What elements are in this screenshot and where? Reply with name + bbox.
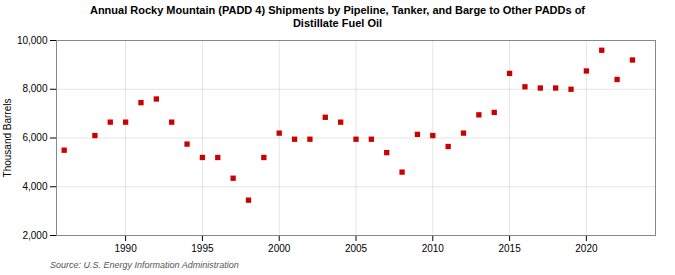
html-text:Source: U.S. Energy Informatio: Source: U.S. Energy Information Administ… <box>50 260 239 270</box>
svg-text:6,000: 6,000 <box>22 132 47 143</box>
svg-text:2015: 2015 <box>498 243 521 254</box>
svg-text:10,000: 10,000 <box>17 35 48 46</box>
svg-text:2,000: 2,000 <box>22 230 47 241</box>
svg-text:2000: 2000 <box>268 243 291 254</box>
svg-text:Thousand Barrels: Thousand Barrels <box>2 99 13 178</box>
svg-text:4,000: 4,000 <box>22 181 47 192</box>
html-text:Annual Rocky Mountain (PADD 4): Annual Rocky Mountain (PADD 4) Shipments… <box>90 4 585 29</box>
svg-text:2020: 2020 <box>575 243 598 254</box>
svg-text:2010: 2010 <box>422 243 445 254</box>
svg-text:1995: 1995 <box>191 243 214 254</box>
svg-text:2005: 2005 <box>345 243 368 254</box>
svg-text:1990: 1990 <box>114 243 137 254</box>
svg-text:8,000: 8,000 <box>22 83 47 94</box>
